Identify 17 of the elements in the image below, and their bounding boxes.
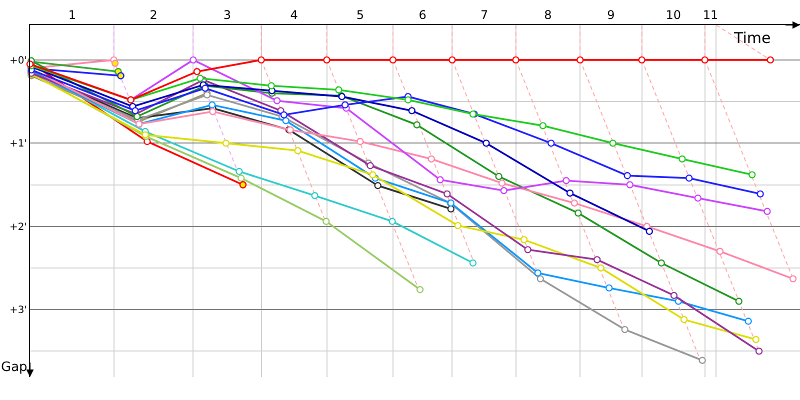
x-tick-label: 4 [290, 8, 298, 22]
x-axis-title: Time [733, 29, 771, 47]
x-tick-label: 3 [223, 8, 232, 22]
x-tick-label: 6 [418, 8, 426, 22]
x-tick-label: 10 [666, 8, 681, 22]
y-tick-label: +1' [10, 138, 27, 150]
y-tick-label: +2' [10, 222, 27, 233]
x-tick-label: 11 [702, 8, 718, 22]
x-tick-label: 9 [607, 8, 615, 22]
x-tick-label: 8 [544, 8, 552, 22]
y-tick-label: +0' [10, 55, 27, 66]
x-tick-label: 7 [480, 8, 488, 22]
y-axis-title: Gap [1, 360, 28, 375]
x-tick-label: 2 [150, 8, 158, 22]
y-tick-label: +3' [10, 305, 27, 316]
x-tick-label: 5 [356, 8, 364, 22]
x-tick-label: 1 [68, 8, 76, 22]
